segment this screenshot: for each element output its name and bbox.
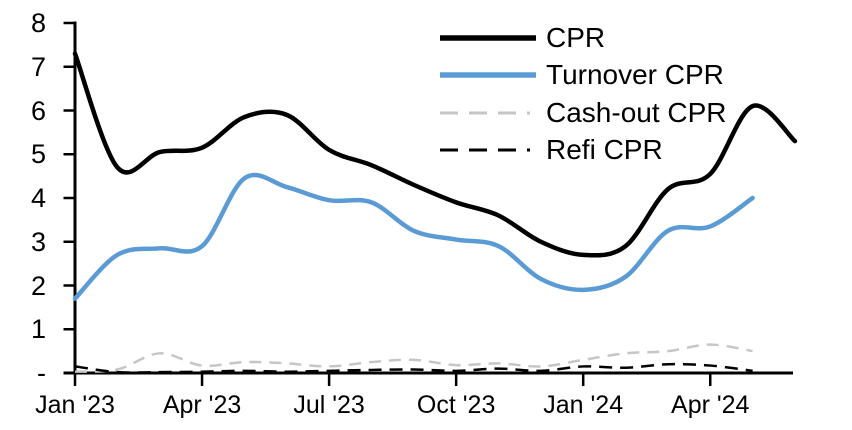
legend-item-cpr: CPR (440, 19, 727, 57)
turnover-cpr-line-swatch (440, 72, 536, 78)
cash-out-cpr-line-swatch (440, 111, 536, 115)
cpr-line-swatch (440, 35, 536, 41)
legend-label-cpr: CPR (546, 21, 606, 53)
legend-label-cash-out-cpr: Cash-out CPR (546, 96, 727, 128)
legend-label-refi-cpr: Refi CPR (546, 134, 663, 166)
y-axis-tick-label: 3 (30, 226, 46, 257)
y-axis-tick-label: 1 (30, 314, 46, 345)
x-axis-tick-label: Apr '23 (162, 391, 242, 419)
legend-label-turnover-cpr: Turnover CPR (546, 59, 724, 91)
series-line-cpr (72, 51, 798, 258)
series-line-cash-out-cpr (74, 343, 753, 373)
x-axis-tick-label: Jan '23 (35, 391, 115, 419)
x-axis-tick-label: Jan '24 (543, 391, 624, 419)
y-axis-tick-label: 2 (30, 270, 46, 301)
x-axis-tick-label: Jul '23 (293, 391, 365, 419)
x-axis-tick-label: Apr '24 (671, 391, 750, 419)
y-axis-tick-label: 4 (30, 183, 46, 213)
series-line-turnover-cpr (72, 172, 755, 301)
y-axis-tick-label: 5 (30, 139, 46, 170)
y-axis-tick-label: - (37, 358, 46, 388)
y-axis-tick-label: 7 (30, 51, 46, 82)
y-axis-tick-label: 6 (30, 95, 46, 126)
series-line-refi-cpr (74, 362, 753, 374)
legend-item-turnover-cpr: Turnover CPR (440, 57, 727, 95)
axis-ticks (63, 21, 712, 386)
x-axis-tick-label: Oct '23 (416, 391, 496, 419)
legend-item-refi-cpr: Refi CPR (440, 132, 727, 170)
legend: CPR Turnover CPR Cash-out CPR Refi CPR (440, 19, 727, 169)
legend-item-cash-out-cpr: Cash-out CPR (440, 94, 727, 132)
y-axis-tick-label: 8 (30, 8, 46, 38)
refi-cpr-line-swatch (440, 148, 536, 152)
